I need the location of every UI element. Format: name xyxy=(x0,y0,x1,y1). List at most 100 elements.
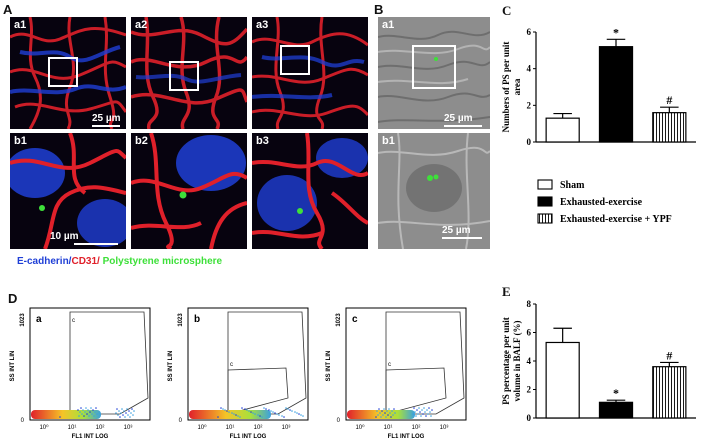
event-dot xyxy=(130,412,132,414)
event-dot xyxy=(96,413,98,415)
event-dot xyxy=(387,414,389,416)
event-dot xyxy=(382,414,384,416)
x-tick-label: 10¹ xyxy=(68,425,77,431)
event-dot xyxy=(131,408,133,410)
event-dot xyxy=(302,415,304,417)
chart-c: C Numbers of PS per unitarea 0 2 4 6 * # Sham… xyxy=(501,3,696,225)
plot-frame xyxy=(345,307,467,421)
event-dot xyxy=(388,408,390,410)
microsphere-dot xyxy=(427,175,433,181)
tissue-network xyxy=(131,17,247,129)
tissue-zoom xyxy=(131,133,247,249)
event-dot xyxy=(222,408,224,410)
tile-label: b1 xyxy=(14,135,27,147)
event-dot xyxy=(125,412,127,414)
event-dot xyxy=(378,408,380,410)
gate-inner xyxy=(385,367,447,415)
event-density xyxy=(31,410,101,419)
event-dot xyxy=(123,410,125,412)
plot-label: a xyxy=(36,314,42,325)
flow-plot-c: c SS INT LIN 1023 0 10⁰ 10¹ 10² 10³ FL1 INT LOG c xyxy=(326,307,467,440)
micrograph-b1: b1 10 µm xyxy=(10,133,126,249)
event-dot xyxy=(412,413,414,415)
tile-label: a2 xyxy=(135,19,148,31)
event-dot xyxy=(265,408,267,410)
event-dot xyxy=(246,409,248,411)
event-dot xyxy=(226,410,228,412)
bar xyxy=(598,401,634,419)
event-dot xyxy=(117,414,119,416)
event-dot xyxy=(285,407,287,409)
micrograph-a2: a2 xyxy=(131,17,247,129)
legend-swatch xyxy=(537,213,553,224)
event-dot xyxy=(77,409,79,411)
event-dot xyxy=(115,412,117,414)
y-tick-label: 8 xyxy=(527,299,532,309)
x-tick-label: 10² xyxy=(412,425,421,431)
x-tick-label: 10⁰ xyxy=(355,424,365,431)
event-dot xyxy=(126,408,128,410)
y-tick-label: 4 xyxy=(527,64,532,74)
event-dot xyxy=(83,415,85,417)
event-dot xyxy=(91,413,93,415)
legend-label: Exhausted-exercise xyxy=(560,197,643,208)
gate-label: c xyxy=(230,362,233,368)
x-tick-label: 10⁰ xyxy=(39,424,49,431)
x-axis-label: FL1 INT LOG xyxy=(388,434,425,440)
significance-marker: * xyxy=(613,386,619,400)
scale-label: 25 µm xyxy=(444,113,473,124)
event-dot xyxy=(393,408,395,410)
event-dot xyxy=(244,408,246,410)
tile-label: a3 xyxy=(256,19,269,31)
event-dot xyxy=(122,414,124,416)
stain-cd31: CD31/ xyxy=(71,256,100,267)
event-dot xyxy=(428,407,430,409)
event-dot xyxy=(377,414,379,416)
event-dot xyxy=(86,413,88,415)
y-axis-label: Numbers of PS per unitarea xyxy=(501,42,522,133)
event-dot xyxy=(87,409,89,411)
y-top-tick: 1023 xyxy=(20,313,26,327)
event-dot xyxy=(294,411,296,413)
event-dot xyxy=(424,411,426,413)
panel-letter-c: C xyxy=(502,3,511,18)
event-dot xyxy=(431,409,433,411)
plot-label: c xyxy=(352,314,358,325)
event-dot xyxy=(90,407,92,409)
scale-label: 25 µm xyxy=(92,113,121,124)
y-tick-label: 6 xyxy=(527,27,532,37)
y-axis-label: SS INT LIN xyxy=(10,351,16,382)
event-dot xyxy=(80,407,82,409)
tile-label: a1 xyxy=(14,19,27,31)
event-dot xyxy=(78,415,80,417)
event-dot xyxy=(220,407,222,409)
event-dot xyxy=(120,412,122,414)
plot-frame xyxy=(187,307,309,421)
event-dot xyxy=(276,413,278,415)
brightfield-texture xyxy=(378,133,490,249)
event-dot xyxy=(93,415,95,417)
event-dot xyxy=(231,412,233,414)
event-dot xyxy=(376,410,378,412)
event-dot xyxy=(88,415,90,417)
micrograph-b3: b3 xyxy=(252,133,368,249)
roi-box xyxy=(169,61,199,91)
event-dot xyxy=(278,414,280,416)
event-dot xyxy=(233,413,235,415)
event-dot xyxy=(423,407,425,409)
gate-polygon xyxy=(69,311,149,415)
event-dot xyxy=(270,410,272,412)
microsphere-dot xyxy=(39,205,45,211)
event-dot xyxy=(124,416,126,418)
x-tick-label: 10¹ xyxy=(384,425,393,431)
y-tick-label: 2 xyxy=(527,385,532,395)
y-axis-label: SS INT LIN xyxy=(168,351,174,382)
event-dot xyxy=(82,409,84,411)
event-dot xyxy=(241,407,243,409)
event-dot xyxy=(420,415,422,417)
y-zero-tick: 0 xyxy=(179,418,183,424)
event-dot xyxy=(84,411,86,413)
event-dot xyxy=(239,416,241,418)
y-tick-label: 2 xyxy=(527,100,532,110)
